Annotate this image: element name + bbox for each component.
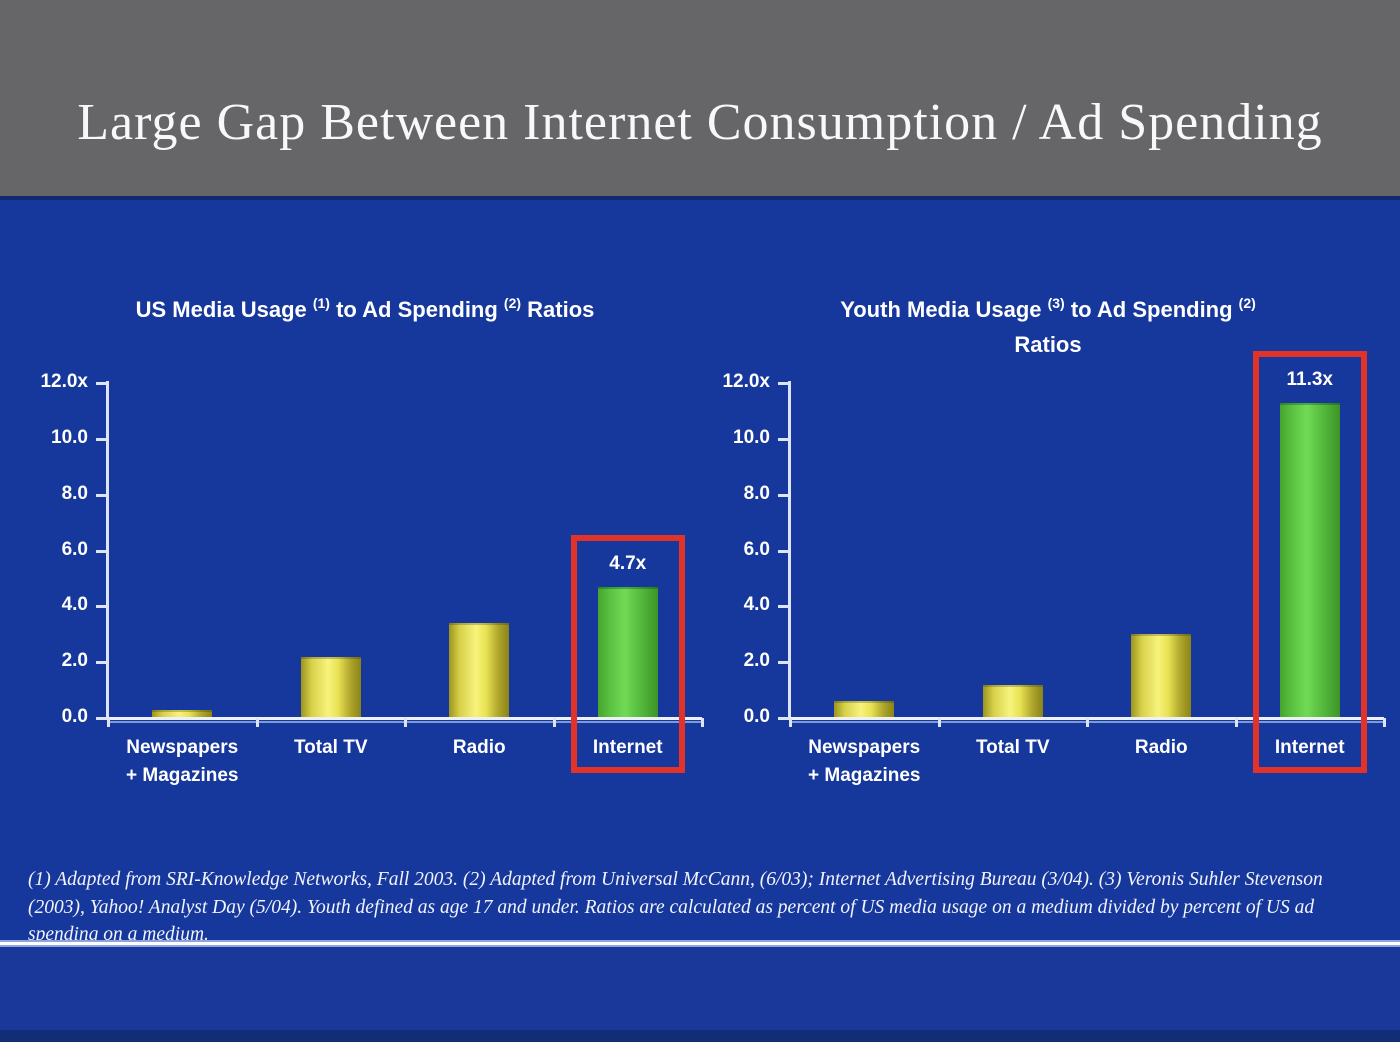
slide-footer: MorganStanley 43 Yourseeker	[0, 947, 1400, 1032]
y-axis-label: 12.0x	[40, 371, 88, 392]
bar-radio	[449, 623, 510, 717]
y-axis-line	[106, 381, 109, 720]
highlight-value: 11.3x	[1286, 368, 1334, 390]
y-axis-line	[788, 381, 791, 720]
chart-title: US Media Usage (1) to Ad Spending (2) Ra…	[135, 295, 595, 322]
y-axis-label: 4.0	[743, 594, 770, 616]
highlight-box	[570, 534, 685, 773]
y-axis-label: 6.0	[61, 538, 88, 560]
title-superscript: (3)	[1047, 295, 1065, 311]
y-axis-tick	[778, 382, 789, 385]
category-label-newspapers: Newspapers + Magazines	[808, 737, 921, 786]
highlight-box	[1252, 350, 1367, 773]
category-label-radio: Radio	[1134, 737, 1188, 758]
y-axis-label: 12.0x	[722, 371, 770, 392]
highlight-value: 4.7x	[609, 552, 647, 574]
y-axis-tick	[778, 437, 789, 441]
y-axis-label: 4.0	[61, 594, 88, 616]
category-label-internet: Internet	[1274, 737, 1345, 758]
y-axis-tick	[778, 717, 789, 720]
title-superscript: (2)	[1238, 295, 1256, 311]
bar-newspapers	[152, 709, 213, 717]
y-axis-tick	[96, 661, 107, 665]
y-axis-label: 8.0	[743, 482, 770, 504]
slide-title: Large Gap Between Internet Consumption /…	[77, 94, 1323, 151]
category-label-radio: Radio	[452, 737, 506, 758]
y-axis-tick	[778, 605, 789, 609]
bar-total-tv	[982, 684, 1043, 717]
bar-radio	[1131, 634, 1192, 717]
category-label-internet: Internet	[592, 737, 663, 758]
y-axis-tick	[96, 605, 107, 609]
y-axis-label: 0.0	[743, 706, 770, 727]
separator-line	[0, 940, 1400, 947]
y-axis-label: 8.0	[61, 482, 88, 504]
y-axis-label: 2.0	[743, 650, 770, 672]
y-axis-tick	[96, 717, 107, 720]
slide-header: Large Gap Between Internet Consumption /…	[0, 0, 1400, 200]
y-axis-tick	[778, 493, 789, 497]
x-axis-tick	[1234, 718, 1238, 727]
title-superscript: (1)	[312, 295, 330, 311]
x-axis-tick	[701, 718, 704, 727]
y-axis-label: 6.0	[743, 538, 770, 560]
bottom-strip	[0, 1030, 1400, 1042]
category-label-newspapers: Newspapers + Magazines	[126, 737, 239, 786]
footnote: (1) Adapted from SRI-Knowledge Networks,…	[28, 869, 1323, 946]
category-label-total-tv: Total TV	[975, 737, 1050, 758]
x-axis-tick	[404, 718, 407, 727]
bar-internet	[597, 586, 658, 717]
y-axis-label: 10.0	[51, 426, 88, 448]
x-axis-tick	[1383, 718, 1386, 727]
y-axis-tick	[96, 493, 107, 497]
y-axis-label: 0.0	[61, 706, 88, 727]
bar-total-tv	[300, 656, 361, 717]
bar-internet	[1279, 402, 1340, 717]
x-axis-tick	[789, 718, 792, 727]
x-axis-tick	[937, 718, 941, 727]
y-axis-tick	[96, 549, 107, 553]
x-axis-tick	[1086, 718, 1089, 727]
y-axis-tick	[778, 549, 789, 553]
y-axis-tick	[96, 382, 107, 385]
x-axis-tick	[255, 718, 259, 727]
y-axis-label: 2.0	[61, 650, 88, 672]
x-axis-tick	[552, 718, 556, 727]
title-superscript: (2)	[503, 295, 522, 311]
x-axis-tick	[107, 718, 110, 727]
bar-newspapers	[834, 701, 895, 717]
y-axis-tick	[96, 437, 107, 441]
chart-title: Youth Media Usage (3) to Ad Spending (2)…	[840, 295, 1256, 358]
y-axis-tick	[778, 661, 789, 665]
y-axis-label: 10.0	[733, 426, 770, 448]
category-label-total-tv: Total TV	[293, 737, 368, 758]
